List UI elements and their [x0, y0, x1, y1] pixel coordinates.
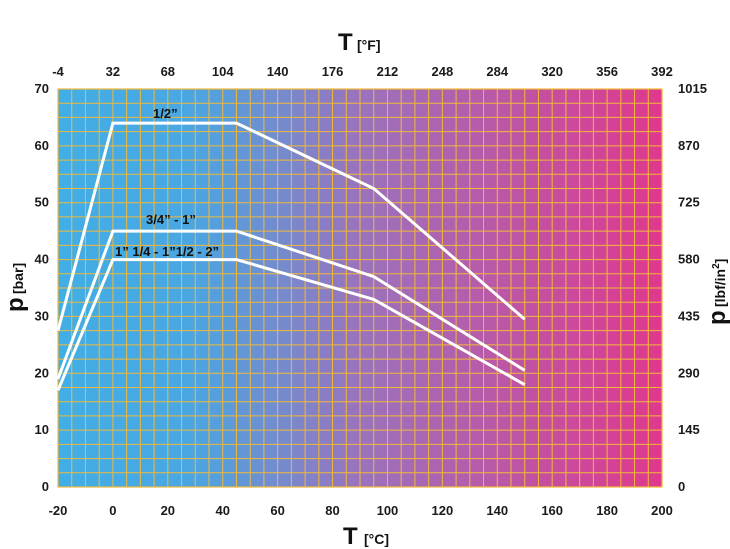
x-tick-label: 200 — [651, 503, 673, 518]
x-tick-label: 120 — [432, 503, 454, 518]
series-line-3 — [56, 258, 526, 391]
x-top-tick-label: 68 — [161, 64, 175, 79]
y-tick-label: 20 — [35, 365, 49, 380]
x-top-tick-label: 104 — [212, 64, 234, 79]
x-top-tick-label: -4 — [52, 64, 64, 79]
series-label-2: 3/4” - 1” — [146, 212, 196, 227]
x-tick-label: 80 — [325, 503, 339, 518]
x-top-tick-label: 32 — [106, 64, 120, 79]
series-lines — [56, 121, 526, 391]
x-tick-label: 100 — [377, 503, 399, 518]
x-top-tick-label: 212 — [377, 64, 399, 79]
y-right-tick-label: 0 — [678, 479, 685, 494]
plot-border — [57, 88, 663, 488]
x-tick-label: 160 — [541, 503, 563, 518]
top-axis-unit: [°F] — [357, 37, 380, 53]
y-right-tick-label: 580 — [678, 252, 700, 267]
x-top-tick-label: 284 — [486, 64, 508, 79]
x-tick-label: 60 — [270, 503, 284, 518]
y-right-tick-label: 435 — [678, 308, 700, 323]
top-axis-symbol: T — [338, 29, 353, 56]
x-tick-label: 0 — [109, 503, 116, 518]
series-label-1: 1/2” — [153, 106, 178, 121]
y-right-tick-label: 725 — [678, 195, 700, 210]
x-tick-label: 140 — [486, 503, 508, 518]
y-right-tick-label: 290 — [678, 365, 700, 380]
x-top-tick-label: 176 — [322, 64, 344, 79]
x-tick-label: 180 — [596, 503, 618, 518]
x-top-tick-label: 320 — [541, 64, 563, 79]
x-top-tick-label: 140 — [267, 64, 289, 79]
series-line-1 — [56, 121, 526, 331]
right-axis-unit: [lbf/in2] — [711, 259, 728, 307]
x-tick-label: 20 — [161, 503, 175, 518]
y-right-tick-label: 870 — [678, 138, 700, 153]
right-axis-unit-sup: 2 — [711, 263, 722, 269]
x-top-tick-label: 248 — [432, 64, 454, 79]
y-tick-label: 50 — [35, 195, 49, 210]
series-label-3: 1” 1/4 - 1”1/2 - 2” — [115, 244, 219, 259]
y-right-tick-label: 1015 — [678, 81, 707, 96]
x-tick-label: 40 — [215, 503, 229, 518]
series-line-2 — [56, 229, 526, 380]
x-tick-label: -20 — [49, 503, 68, 518]
bottom-axis-unit: [°C] — [364, 531, 389, 547]
left-axis-symbol: p — [2, 297, 29, 312]
y-tick-label: 0 — [42, 479, 49, 494]
right-axis-unit-main: [lbf/in — [712, 269, 728, 307]
x-top-tick-label: 392 — [651, 64, 673, 79]
y-tick-label: 60 — [35, 138, 49, 153]
y-tick-label: 40 — [35, 252, 49, 267]
tick-labels: -20 0 20 40 60 80 100 120 140 160 180 200-4 32 68 104 1… — [35, 64, 707, 518]
y-tick-label: 70 — [35, 81, 49, 96]
x-top-tick-label: 356 — [596, 64, 618, 79]
y-right-tick-label: 145 — [678, 422, 700, 437]
bottom-axis-symbol: T — [343, 523, 358, 549]
y-tick-label: 10 — [35, 422, 49, 437]
right-axis-unit-end: ] — [712, 259, 728, 264]
left-axis-unit: [bar] — [10, 263, 26, 294]
right-axis-symbol: p — [704, 310, 730, 325]
y-tick-label: 30 — [35, 308, 49, 323]
